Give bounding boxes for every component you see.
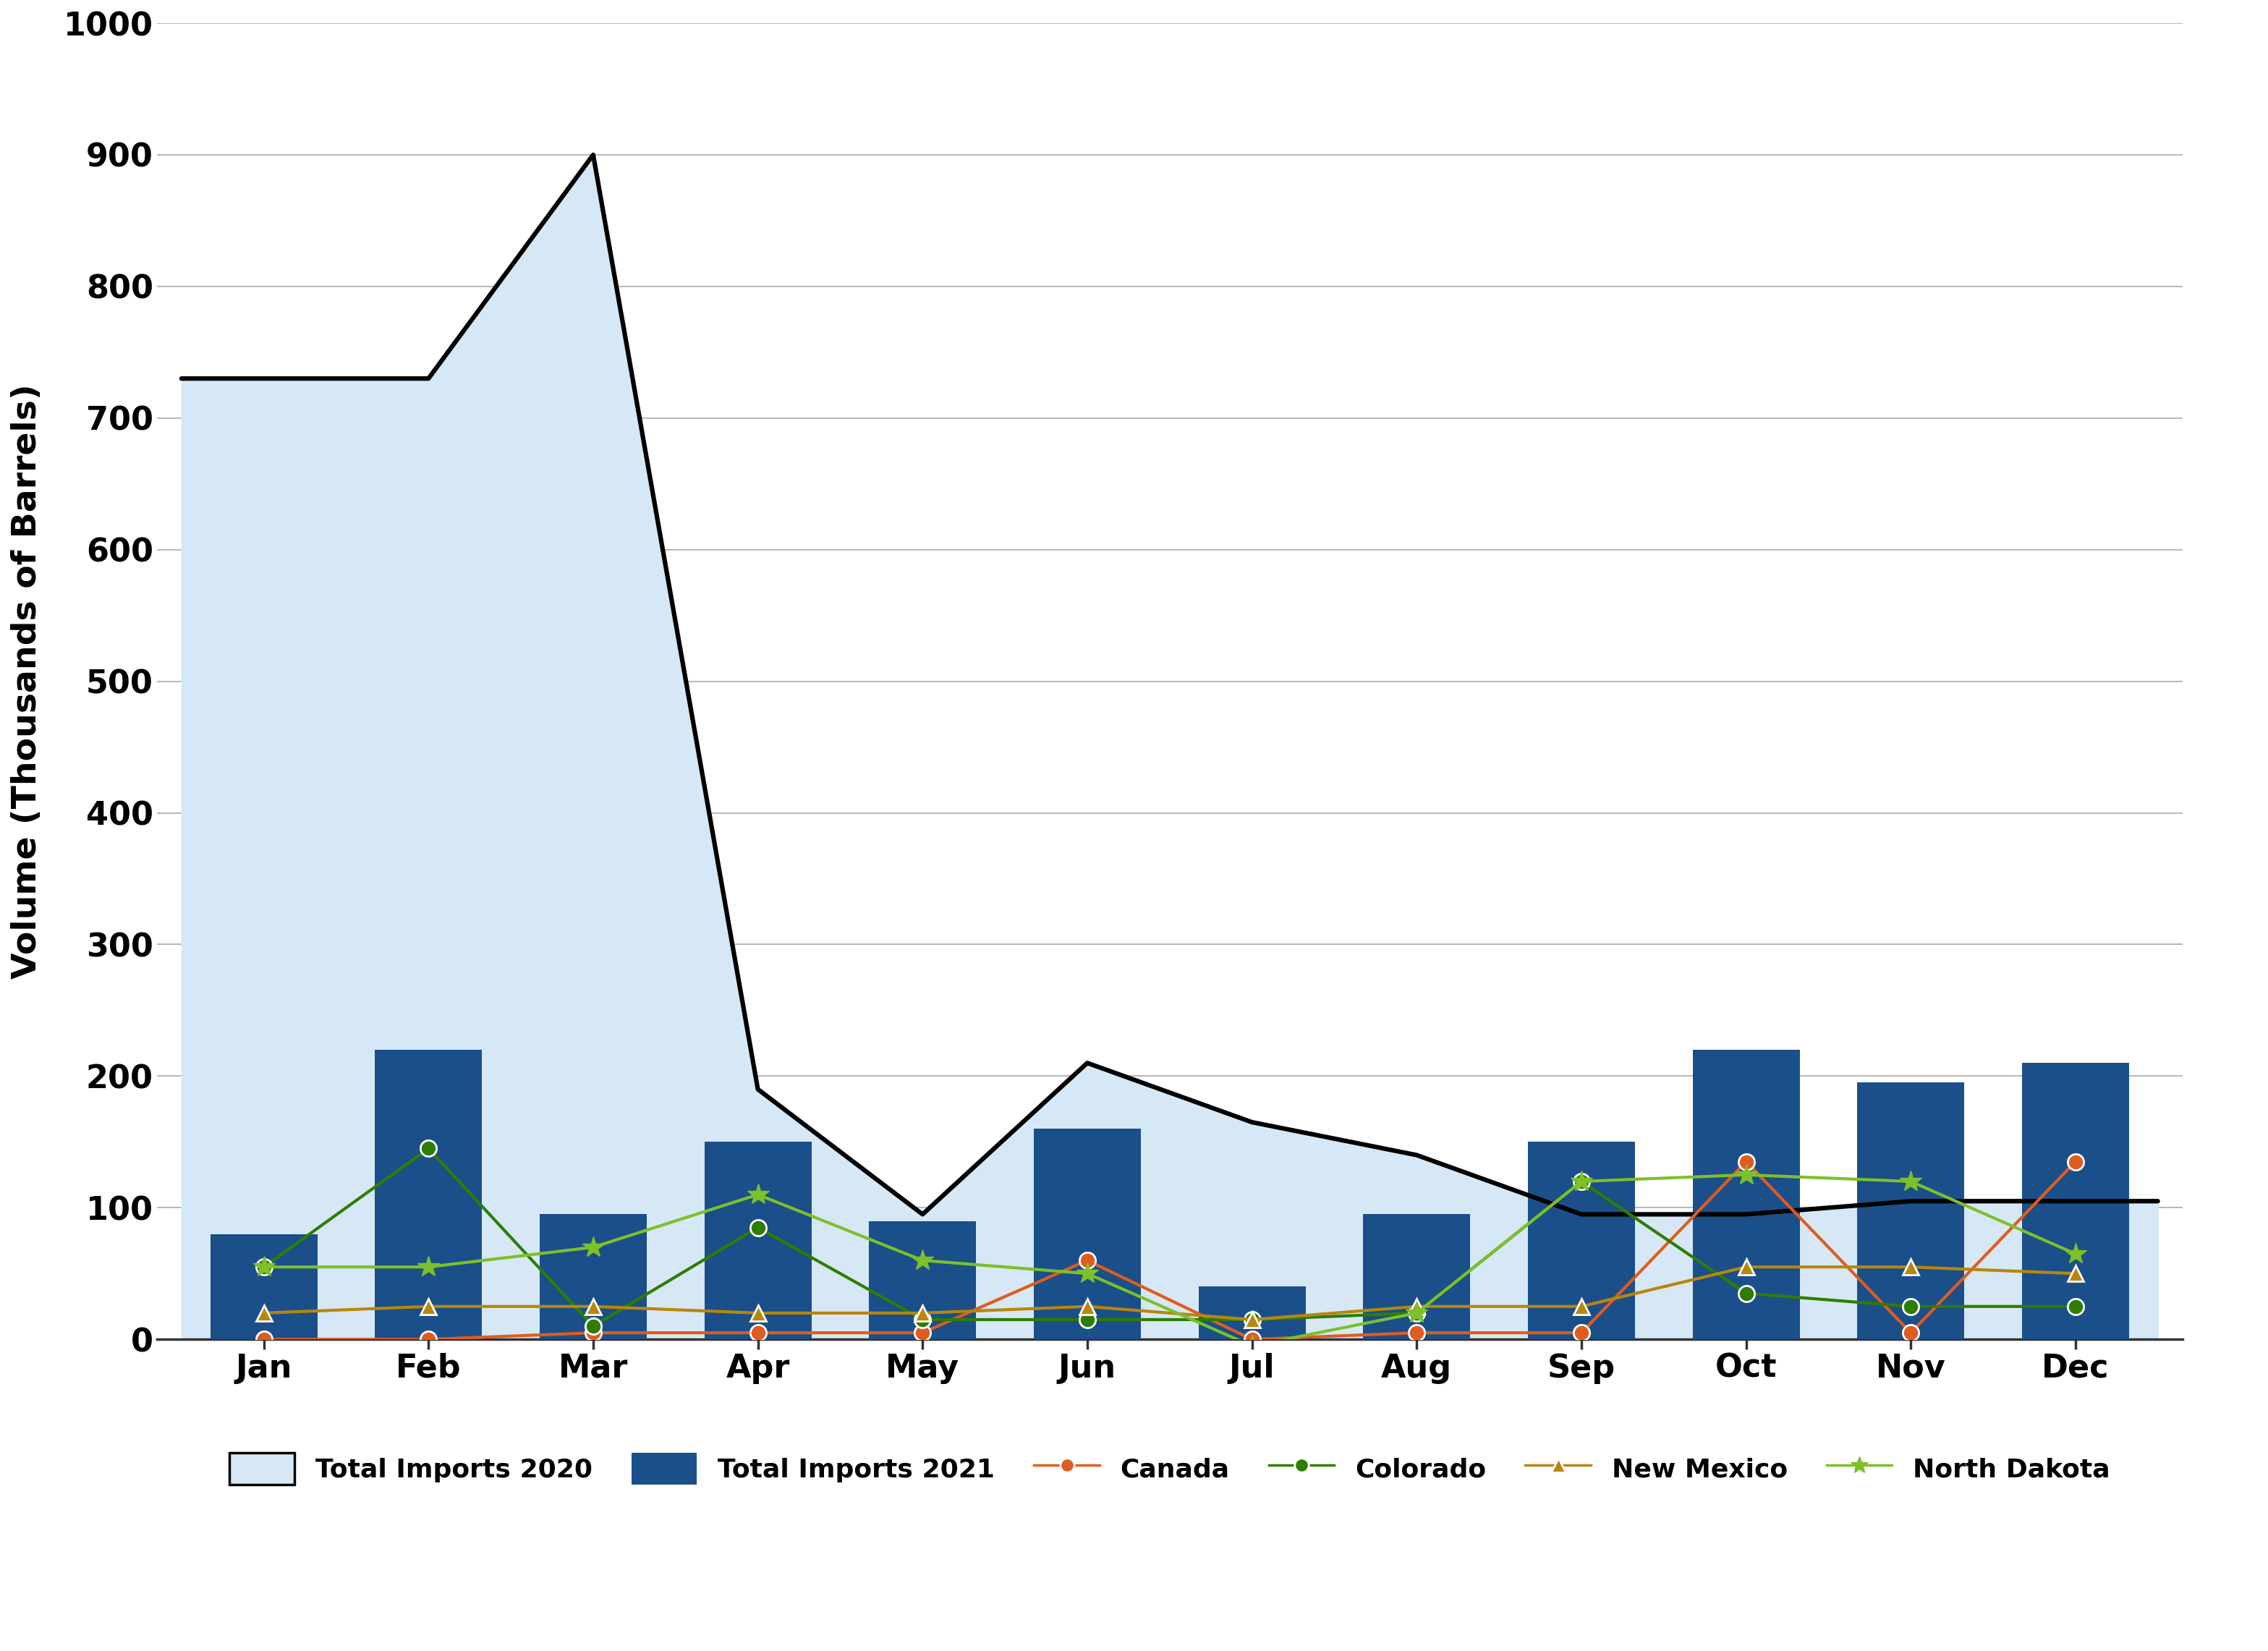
Bar [1198, 1286, 1306, 1339]
Bar [211, 1233, 318, 1339]
Bar [540, 1215, 646, 1339]
Bar [1034, 1129, 1141, 1339]
Bar [705, 1142, 812, 1339]
Bar [374, 1050, 483, 1339]
Bar [869, 1220, 975, 1339]
Bar [1857, 1083, 1964, 1339]
Bar [2023, 1063, 2130, 1339]
Bar [1529, 1142, 1635, 1339]
Legend: Total Imports 2020, Total Imports 2021, Canada, Colorado, New Mexico, North Dako: Total Imports 2020, Total Imports 2021, … [215, 1440, 2123, 1497]
Bar [1363, 1215, 1470, 1339]
Bar [1692, 1050, 1799, 1339]
Y-axis label: Volume (Thousands of Barrels): Volume (Thousands of Barrels) [11, 383, 43, 979]
